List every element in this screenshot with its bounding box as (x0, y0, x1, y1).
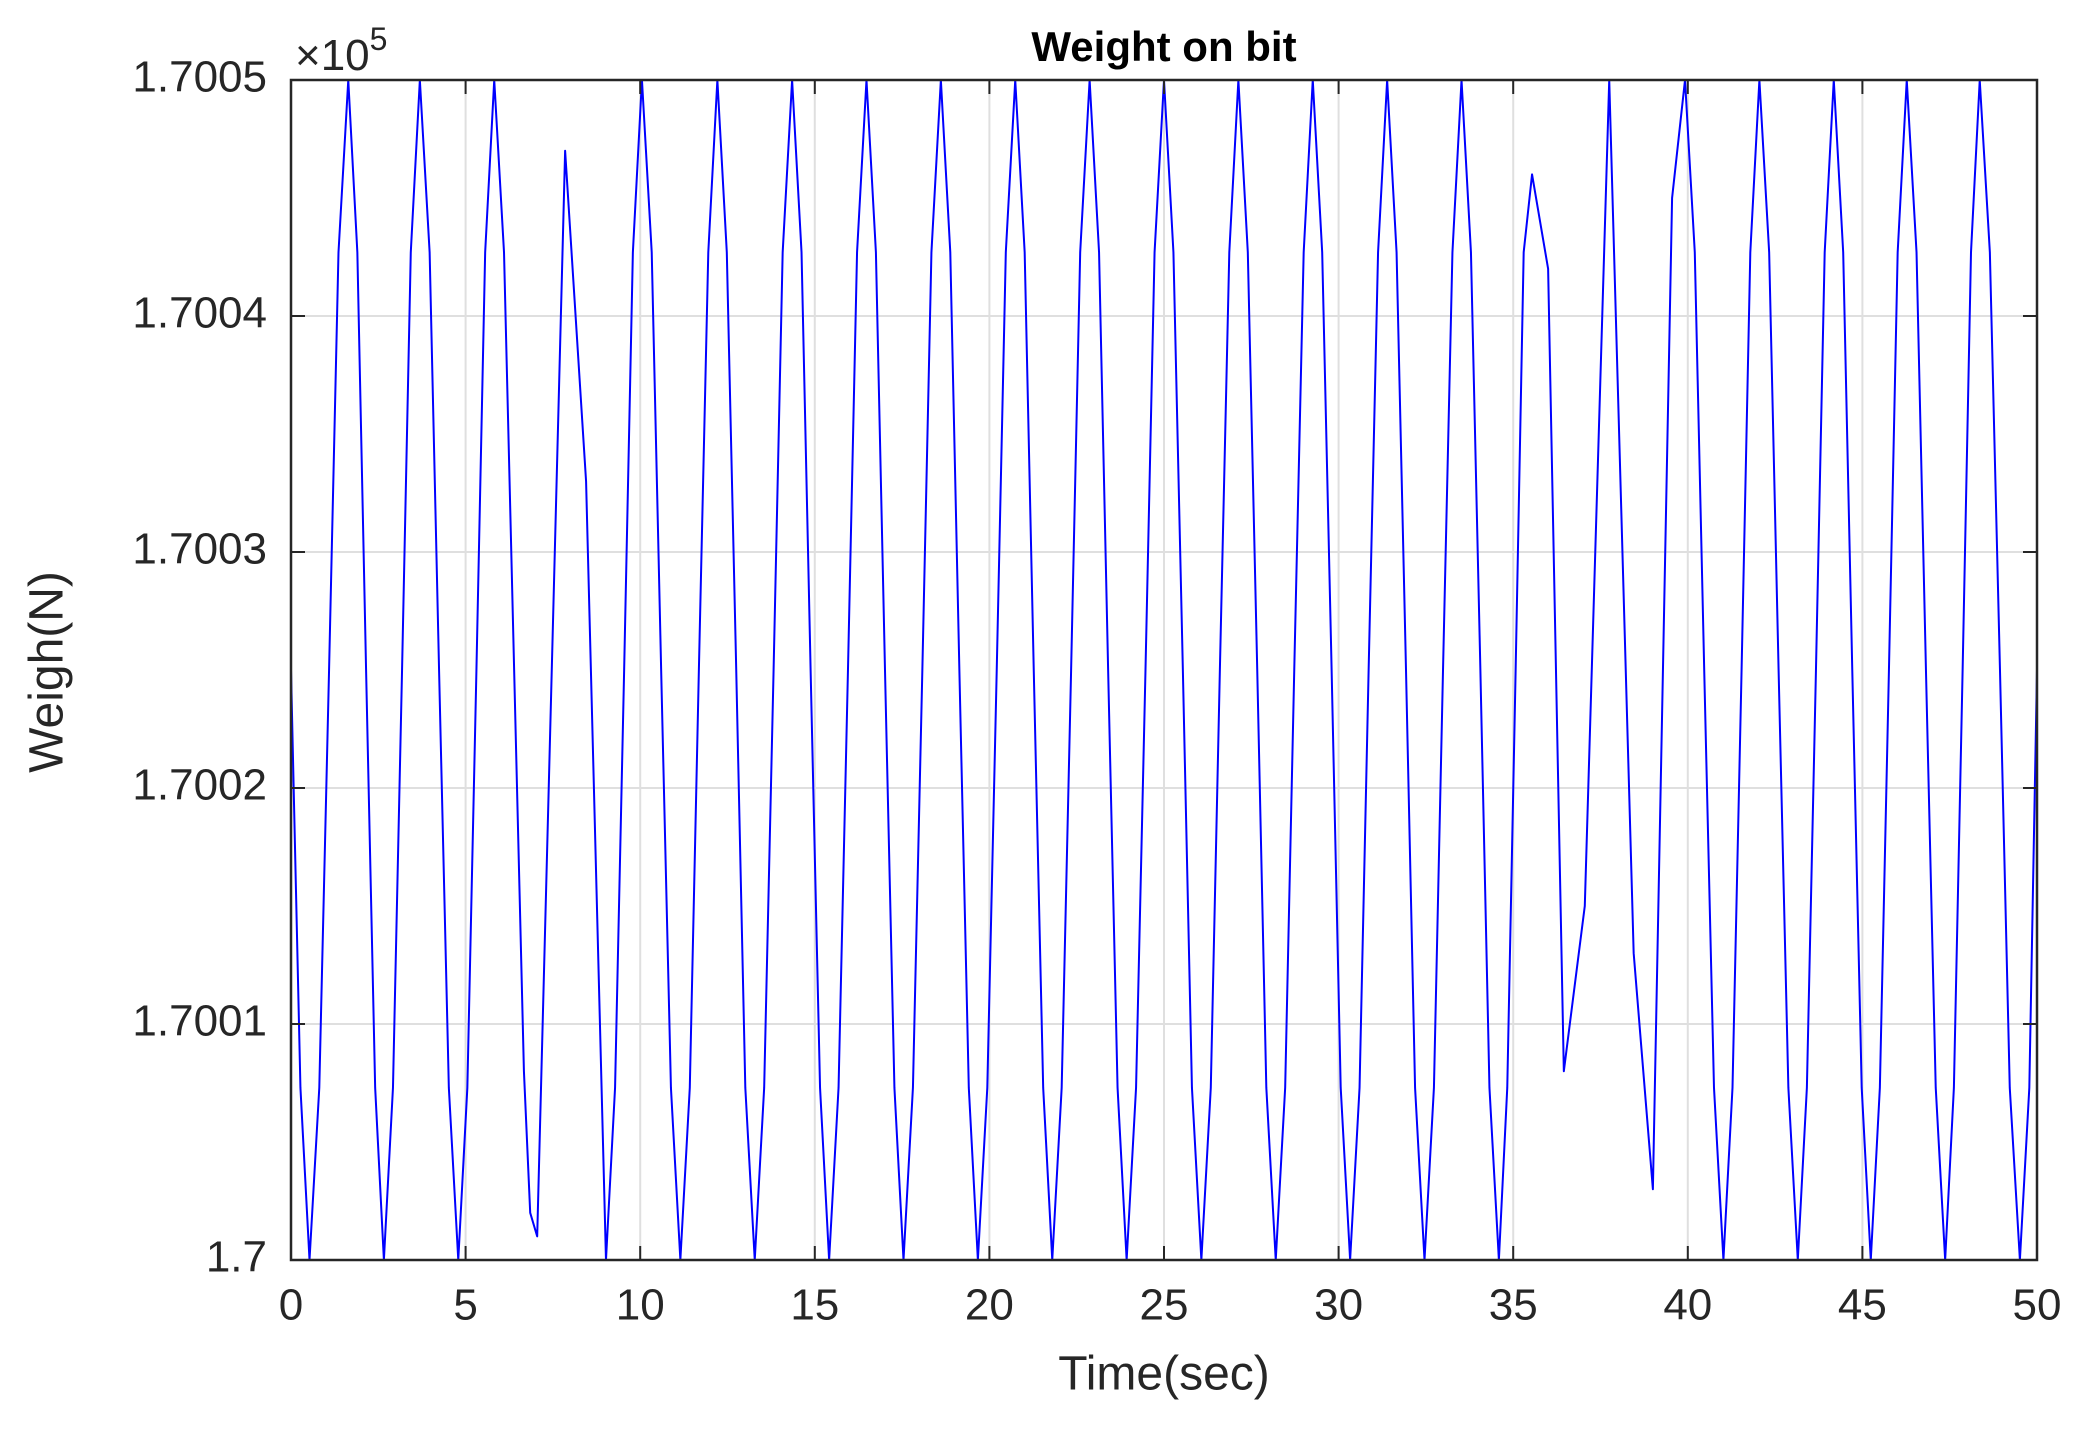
x-tick-label: 40 (1663, 1281, 1712, 1330)
x-tick-label: 50 (2013, 1281, 2062, 1330)
x-tick-label: 5 (453, 1281, 477, 1330)
plot-area (290, 79, 2038, 1261)
x-tick-label: 30 (1314, 1281, 1363, 1330)
y-tick-label: 1.7005 (132, 53, 267, 102)
data-line (290, 79, 2038, 1261)
x-tick-label: 25 (1140, 1281, 1189, 1330)
x-tick-label: 20 (965, 1281, 1014, 1330)
chart-title: Weight on bit (1031, 23, 1296, 70)
y-tick-label: 1.7003 (132, 525, 267, 574)
scale-exponent: 5 (370, 21, 388, 57)
x-tick-label: 0 (279, 1281, 303, 1330)
x-tick-label: 35 (1489, 1281, 1538, 1330)
y-tick-label: 1.7002 (132, 761, 267, 810)
scale-base: ×10 (295, 31, 370, 80)
y-scale-factor: ×105 (295, 21, 387, 79)
y-axis-label: Weigh(N) (21, 571, 74, 773)
x-tick-label: 10 (616, 1281, 665, 1330)
x-axis-label: Time(sec) (1058, 1348, 1270, 1401)
y-tick-label: 1.7004 (132, 289, 267, 338)
y-tick-label: 1.7 (206, 1233, 267, 1282)
axes-box (289, 78, 2039, 1262)
x-tick-label: 45 (1838, 1281, 1887, 1330)
grid (290, 79, 2038, 1261)
y-tick-label: 1.7001 (132, 997, 267, 1046)
axes: 0 5 10 15 20 25 30 35 40 45 50 1.7 1.7001 1.7002 1.700… (132, 53, 2061, 1330)
x-tick-label: 15 (790, 1281, 839, 1330)
